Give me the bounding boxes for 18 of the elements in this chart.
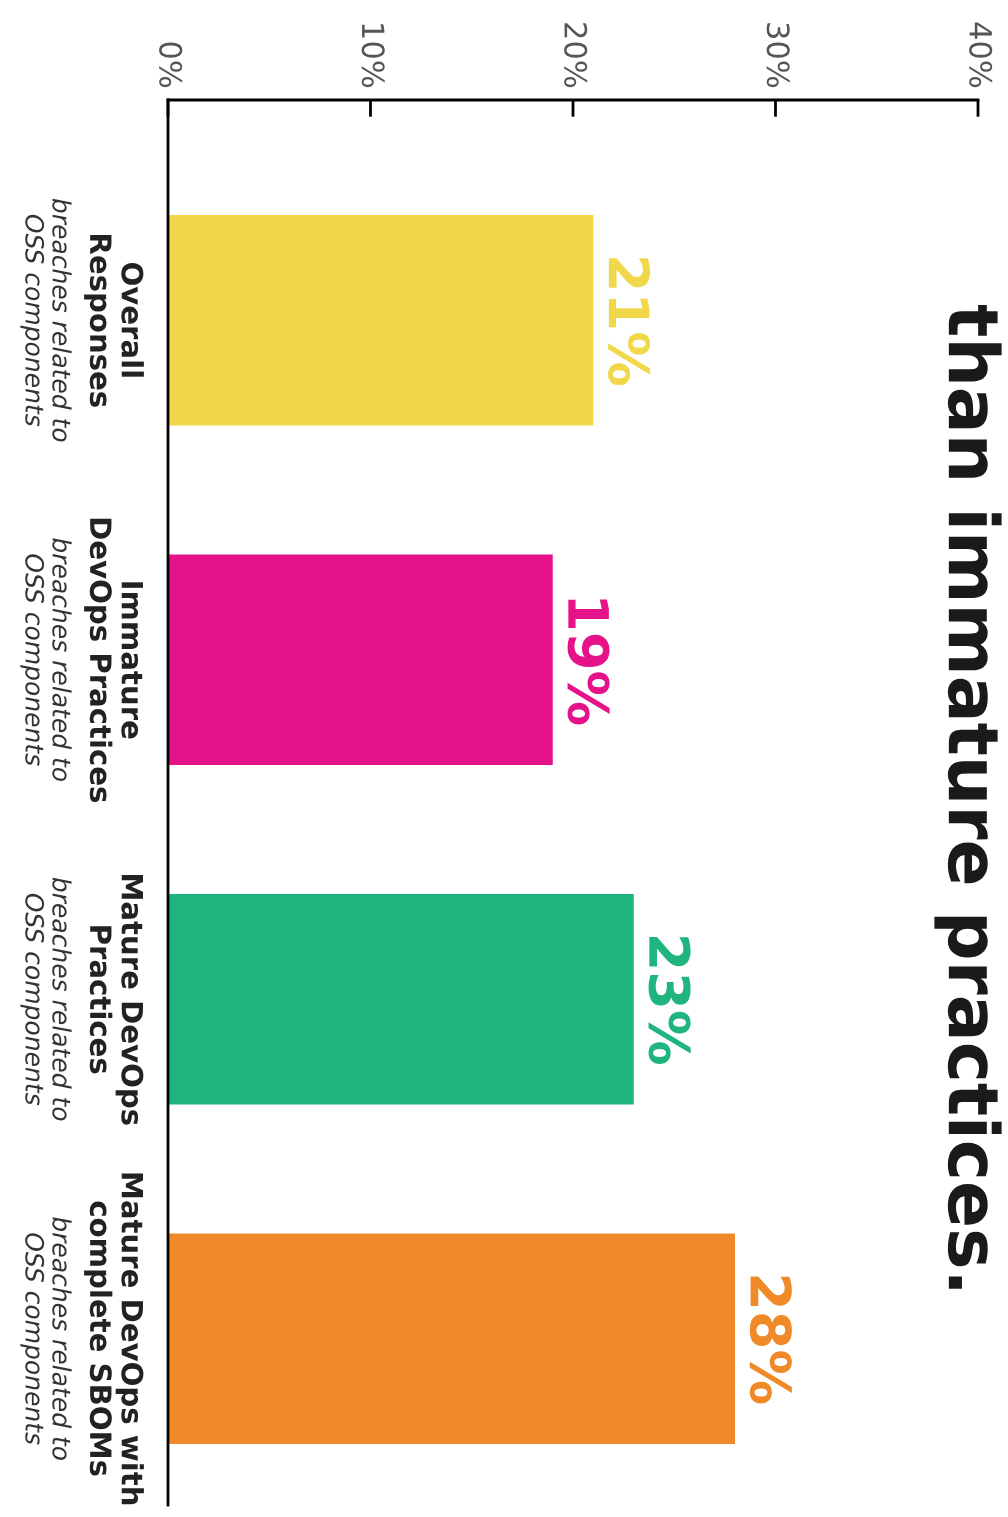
y-tick-label: Overall Responses xyxy=(84,235,144,407)
x-tick-label: 0% xyxy=(159,42,183,88)
x-tick-label: 20% xyxy=(564,23,588,88)
text: breaches related to OSS components xyxy=(20,877,72,1121)
data-label: 19% xyxy=(567,599,610,725)
x-tick-label: 30% xyxy=(766,23,790,88)
y-tick-label: Mature DevOps Practices xyxy=(89,875,144,1125)
data-label: 23% xyxy=(648,937,691,1064)
text: breaches related to OSS components xyxy=(20,1217,72,1460)
text: than immature practices. xyxy=(934,305,1002,1289)
x-tick-label: 40% xyxy=(969,22,993,88)
y-tick-label: Immature DevOps Practices xyxy=(84,518,143,803)
text: breaches related to OSS components xyxy=(20,198,72,442)
y-tick-label: Mature DevOps with complete SBOMs xyxy=(84,1173,144,1505)
data-label: 28% xyxy=(749,1276,792,1404)
x-tick-label: 10% xyxy=(361,24,385,88)
data-label: 21% xyxy=(608,258,651,386)
text: breaches related to OSS components xyxy=(20,538,72,782)
